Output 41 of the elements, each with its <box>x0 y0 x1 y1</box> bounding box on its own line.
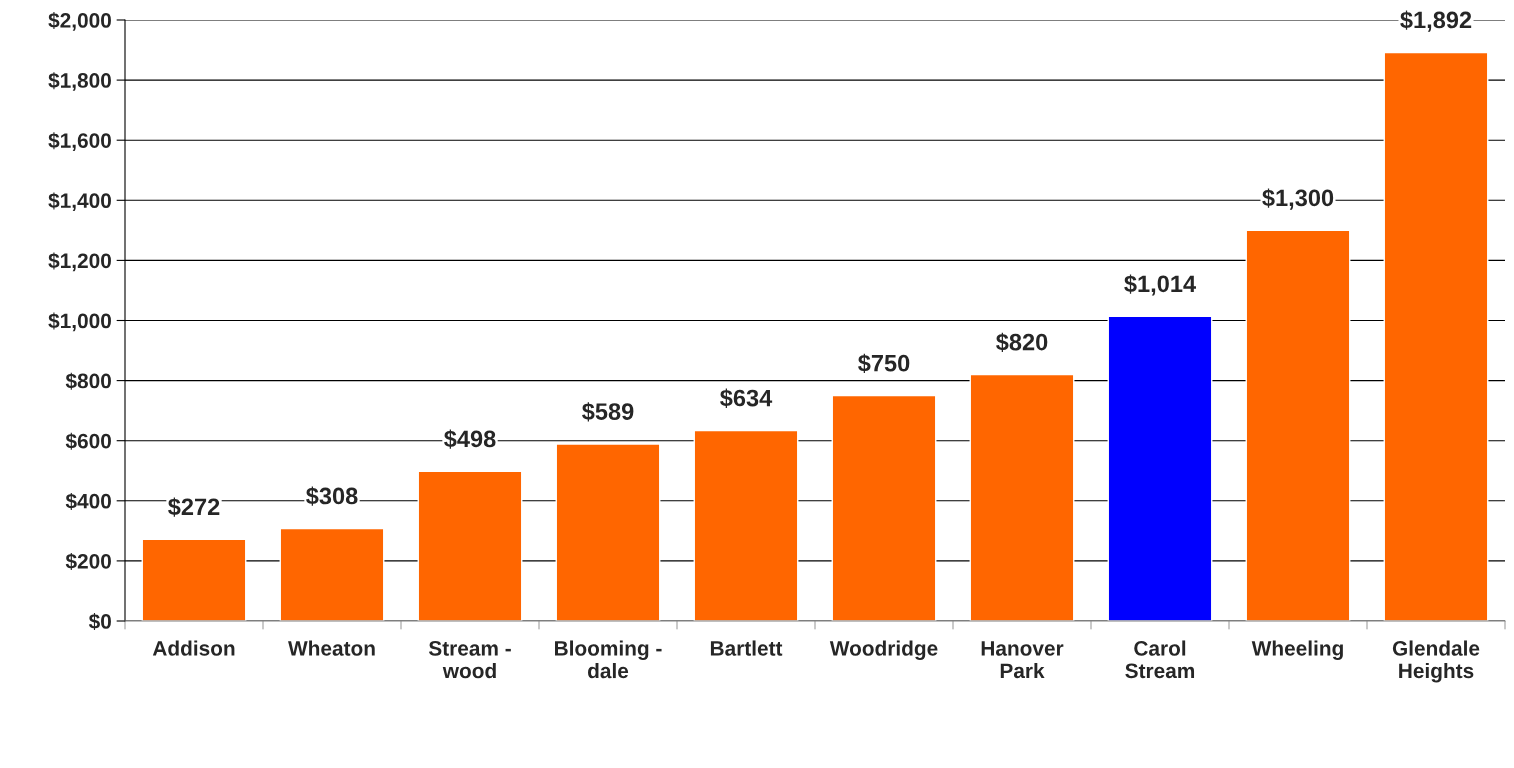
x-tick-label: Glendale Heights <box>1392 640 1480 683</box>
bar <box>141 538 247 621</box>
bar <box>555 443 661 621</box>
y-tick-label: $0 <box>88 613 111 631</box>
x-tick-label: Wheeling <box>1251 640 1343 660</box>
y-tick-label: $600 <box>65 432 111 450</box>
bar <box>831 394 937 621</box>
x-tick-label: Wheaton <box>288 640 375 656</box>
y-tick-label: $200 <box>65 552 111 570</box>
y-tick-label: $1,400 <box>48 192 111 212</box>
y-tick-label: $400 <box>65 492 111 510</box>
bar <box>1107 315 1213 621</box>
data-label: $1,300 <box>1262 188 1334 210</box>
x-tick-label: Blooming - dale <box>555 640 662 679</box>
y-tick-label: $1,600 <box>48 132 111 151</box>
y-tick-label: $800 <box>65 372 111 390</box>
data-label: $750 <box>858 353 910 374</box>
bar <box>279 527 385 621</box>
bar <box>417 470 523 621</box>
data-label: $634 <box>720 388 773 408</box>
x-tick-label: Stream - wood <box>428 640 511 679</box>
data-label: $272 <box>168 497 220 517</box>
data-label: $1,014 <box>1124 274 1196 296</box>
x-tick-label: Woodridge <box>829 640 938 660</box>
bar <box>1245 229 1351 621</box>
y-tick-label: $1,800 <box>48 72 111 91</box>
data-label: $589 <box>582 402 634 422</box>
x-tick-label: Bartlett <box>710 640 783 656</box>
data-label: $308 <box>306 486 358 506</box>
data-label: $820 <box>996 332 1048 352</box>
data-label: $1,892 <box>1400 10 1472 32</box>
y-tick-label: $2,000 <box>48 12 111 31</box>
x-tick-label: Addison <box>152 640 235 656</box>
bar <box>693 429 799 621</box>
data-label: $498 <box>444 429 496 449</box>
x-tick-label: Carol Stream <box>1125 640 1195 679</box>
bar <box>1383 51 1489 621</box>
y-tick-label: $1,200 <box>48 252 111 272</box>
bar <box>969 373 1075 621</box>
y-tick-label: $1,000 <box>48 312 111 332</box>
x-tick-label: Hanover Park <box>981 641 1064 679</box>
